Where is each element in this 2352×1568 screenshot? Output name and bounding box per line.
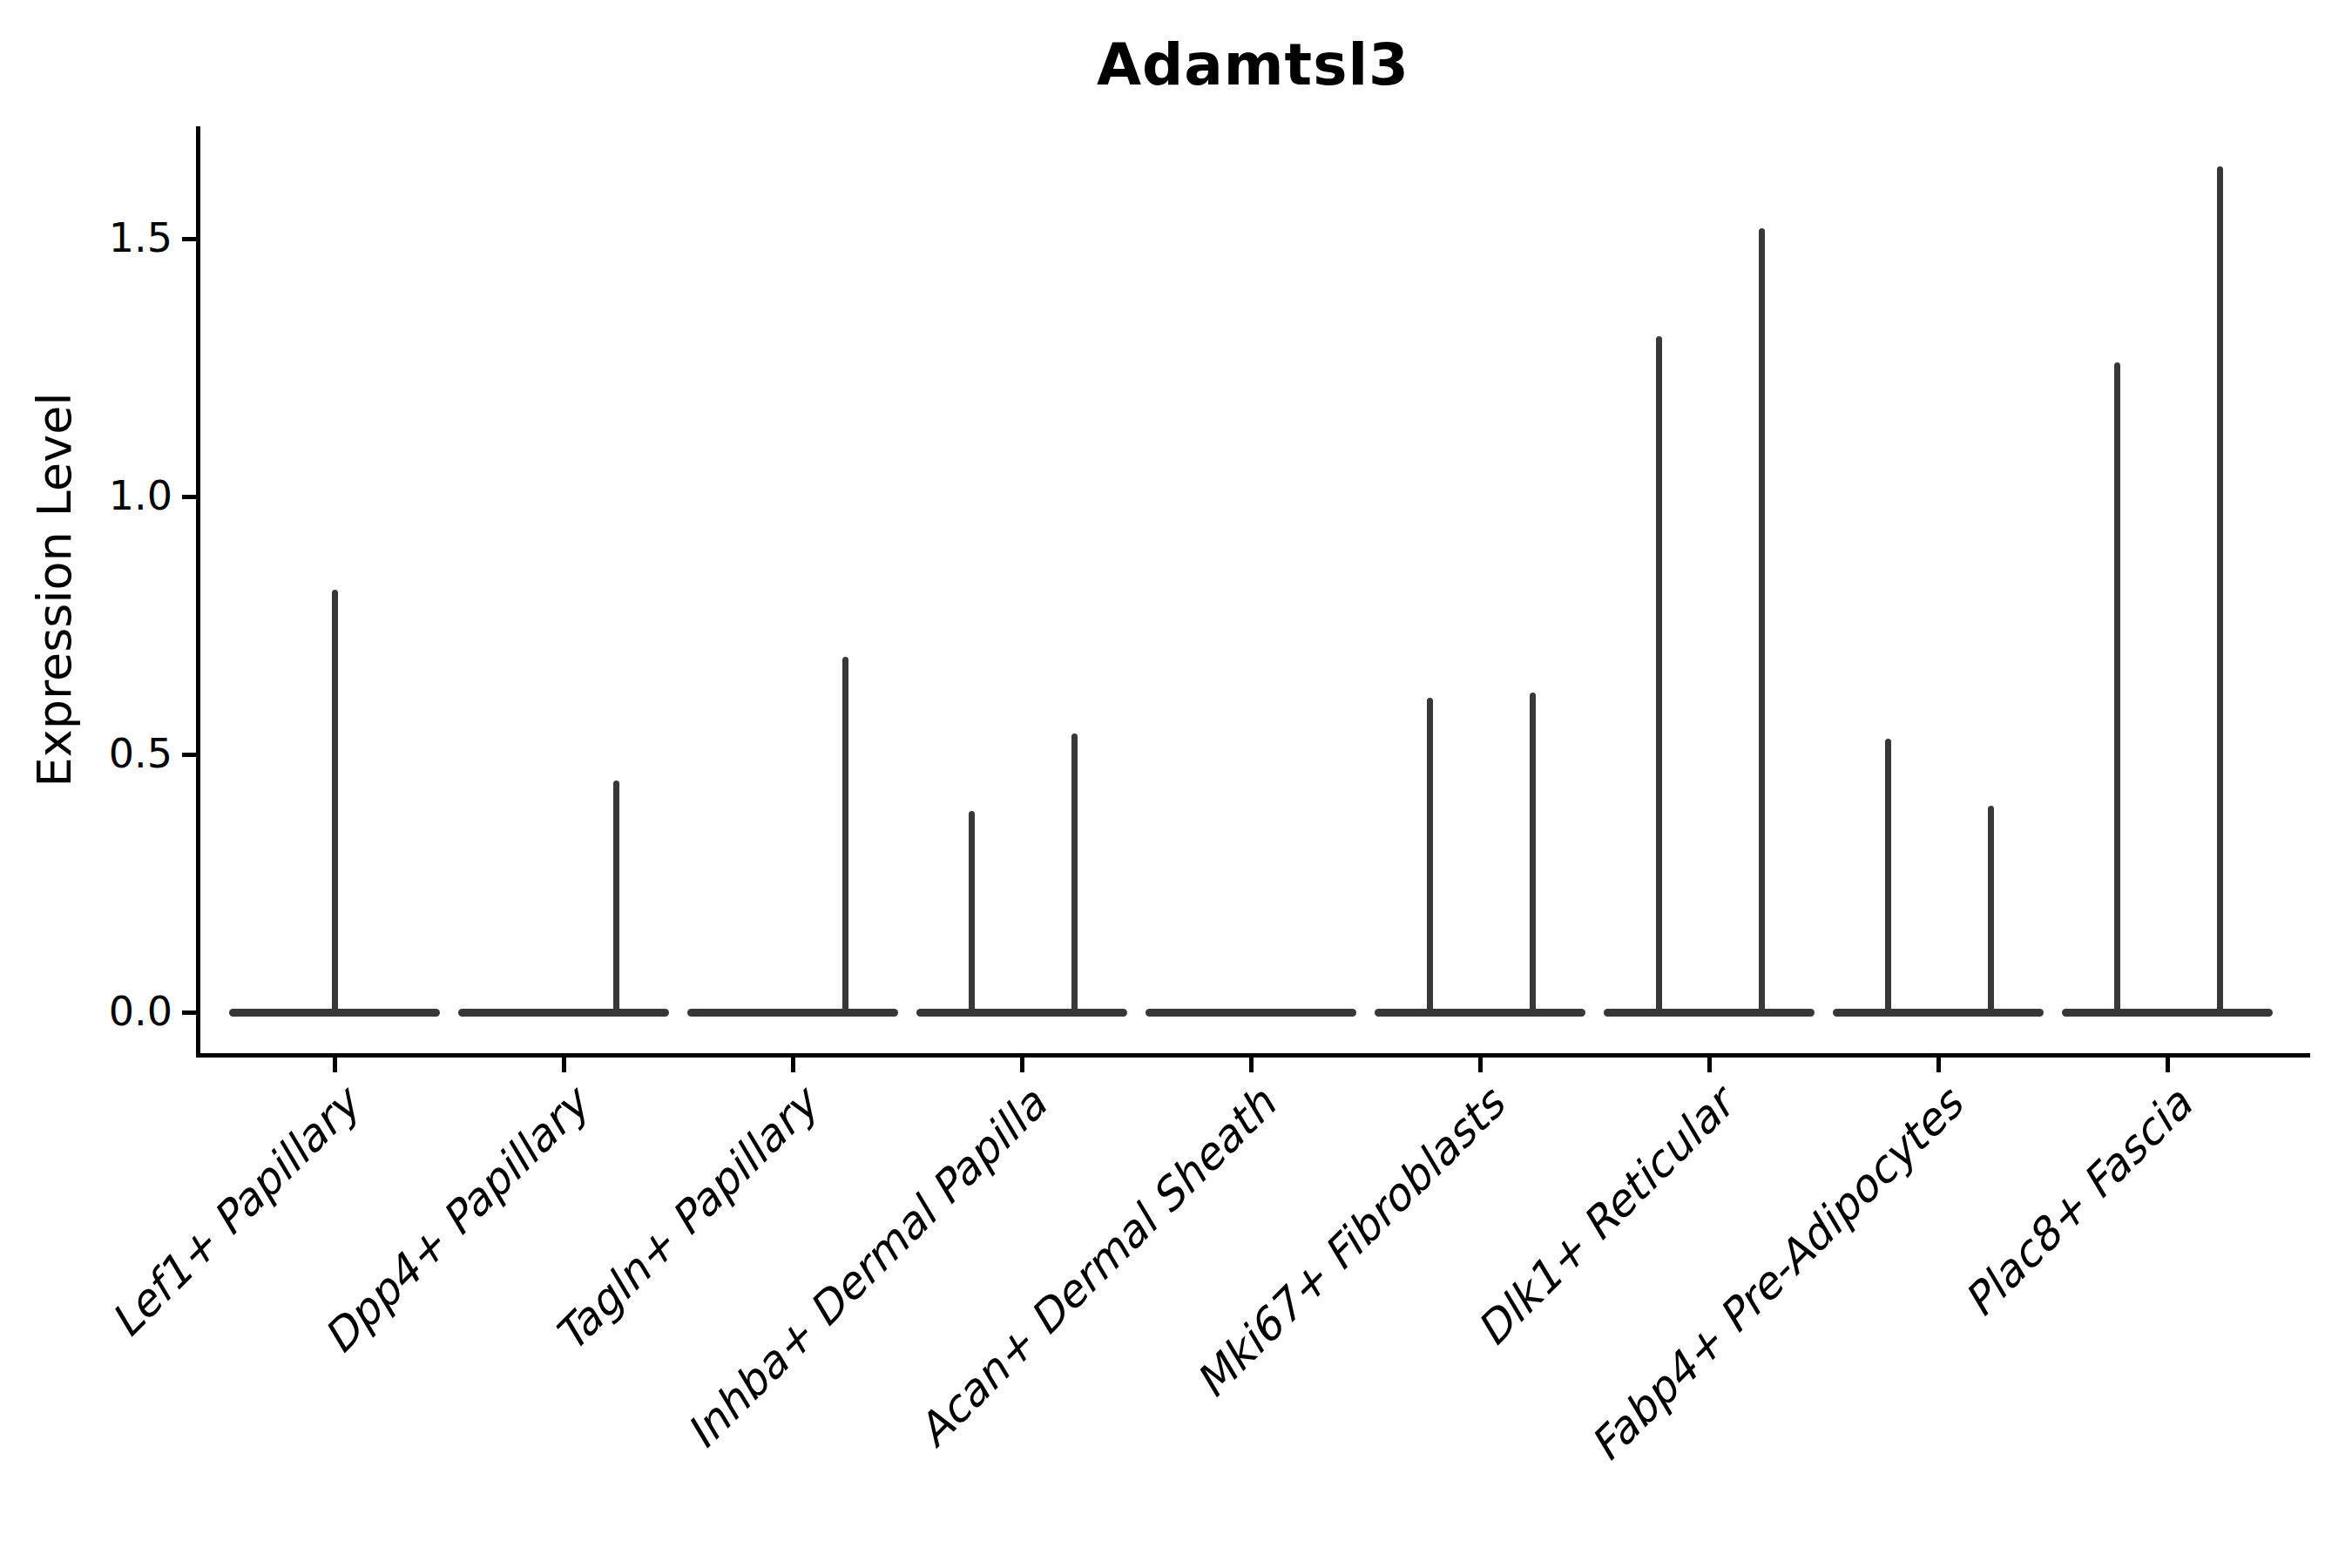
- violin-body: [916, 1009, 1127, 1017]
- violin-body: [1833, 1009, 2044, 1017]
- x-tick-mark: [1020, 1058, 1024, 1072]
- y-tick-label: 1.0: [33, 476, 172, 516]
- x-tick-mark: [333, 1058, 337, 1072]
- y-tick-mark: [182, 1010, 197, 1015]
- y-tick-mark: [182, 237, 197, 241]
- y-tick-mark: [182, 495, 197, 499]
- violin-body: [1146, 1009, 1356, 1017]
- violin-spike: [1530, 693, 1536, 1016]
- violin-body: [2062, 1009, 2273, 1017]
- violin-spike: [2114, 362, 2120, 1016]
- violin-spike: [969, 811, 975, 1016]
- x-tick-mark: [791, 1058, 795, 1072]
- y-tick-mark: [182, 753, 197, 757]
- violin-spike: [1427, 698, 1433, 1016]
- violin-spike: [842, 657, 848, 1016]
- x-tick-mark: [1707, 1058, 1712, 1072]
- violin-spike: [1759, 228, 1765, 1016]
- x-tick-mark: [2166, 1058, 2170, 1072]
- violin-body: [1604, 1009, 1815, 1017]
- violin-body: [687, 1009, 898, 1017]
- figure: Adamtsl3 Expression Level 0.00.51.01.5 L…: [0, 0, 2352, 1568]
- x-tick-mark: [562, 1058, 566, 1072]
- y-axis-label: Expression Level: [27, 393, 82, 787]
- x-tick-mark: [1478, 1058, 1483, 1072]
- y-tick-label: 1.5: [33, 218, 172, 258]
- violin-spike: [332, 590, 338, 1016]
- chart-title: Adamtsl3: [198, 31, 2308, 98]
- violin-spike: [1656, 336, 1662, 1016]
- y-tick-label: 0.0: [33, 991, 172, 1031]
- violin-body: [1375, 1009, 1585, 1017]
- violin-spike: [613, 781, 619, 1016]
- x-tick-mark: [1936, 1058, 1941, 1072]
- violin-body: [458, 1009, 669, 1017]
- violin-spike: [2217, 166, 2223, 1016]
- y-tick-label: 0.5: [33, 733, 172, 774]
- violin-spike: [1988, 806, 1994, 1016]
- y-axis-spine: [196, 126, 200, 1058]
- violin-spike: [1071, 733, 1078, 1016]
- x-tick-mark: [1249, 1058, 1254, 1072]
- violin-spike: [1885, 739, 1891, 1016]
